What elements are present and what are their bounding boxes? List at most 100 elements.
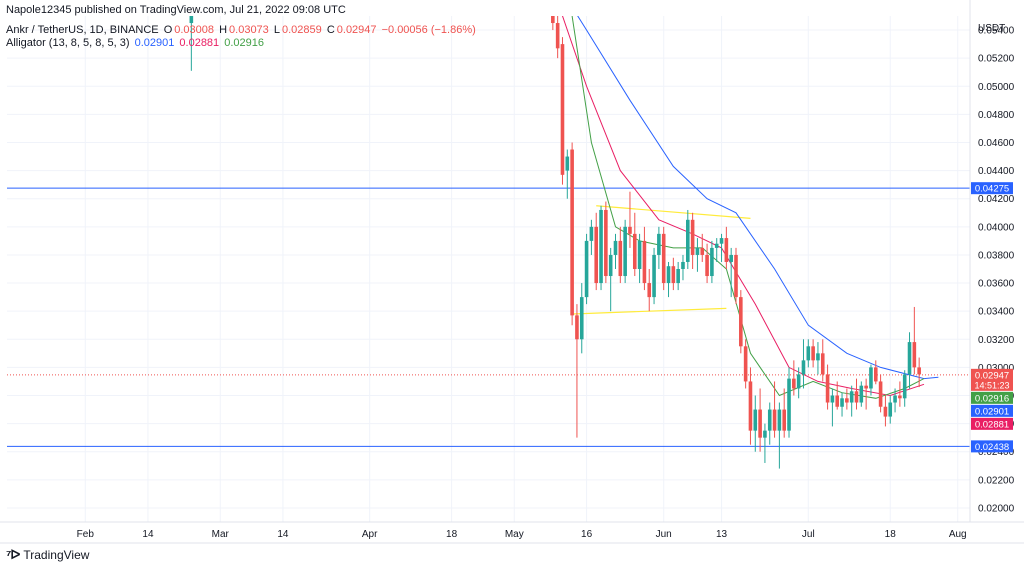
candle-body[interactable]: [864, 385, 868, 389]
candle-body[interactable]: [859, 385, 864, 403]
candle-body[interactable]: [748, 381, 753, 431]
candle-body[interactable]: [878, 381, 883, 407]
candle-body[interactable]: [898, 395, 902, 399]
time-tick-label: Feb: [77, 529, 95, 540]
candle-body[interactable]: [551, 2, 555, 24]
candle-body[interactable]: [739, 297, 743, 347]
candle-body[interactable]: [632, 233, 637, 269]
candle-body[interactable]: [772, 409, 777, 431]
candle-body[interactable]: [912, 342, 917, 368]
candle-body[interactable]: [830, 395, 835, 403]
candle-body[interactable]: [753, 409, 758, 431]
time-tick-label: 13: [716, 529, 728, 540]
candle-body[interactable]: [840, 398, 844, 407]
candle-body[interactable]: [782, 409, 786, 431]
candle-body[interactable]: [888, 402, 893, 417]
candle-body[interactable]: [579, 297, 584, 340]
indicator-legend[interactable]: Alligator (13, 8, 5, 8, 5, 3) 0.02901 0.…: [6, 37, 266, 49]
candle-body[interactable]: [628, 226, 632, 234]
candle-body[interactable]: [845, 398, 849, 403]
candle-body[interactable]: [816, 353, 820, 361]
candle-body[interactable]: [647, 283, 652, 298]
candle-body[interactable]: [902, 374, 907, 399]
candle-body[interactable]: [714, 243, 719, 248]
candle-body[interactable]: [565, 156, 570, 171]
triangle-upper-line[interactable]: [596, 205, 751, 219]
candle-body[interactable]: [695, 247, 700, 255]
candle-body[interactable]: [883, 406, 888, 417]
candle-body[interactable]: [792, 378, 796, 389]
candle-body[interactable]: [671, 266, 676, 284]
candle-body[interactable]: [907, 342, 912, 375]
candle-body[interactable]: [599, 209, 603, 284]
candle-body[interactable]: [734, 254, 738, 298]
candle-body[interactable]: [767, 409, 772, 431]
candle-body[interactable]: [690, 219, 695, 255]
triangle-pattern: [572, 205, 751, 315]
published-caption: Napole12345 published on TradingView.com…: [6, 4, 348, 16]
candle-body[interactable]: [796, 374, 801, 389]
close-label: C: [326, 24, 335, 36]
candle-body[interactable]: [589, 226, 594, 241]
candle-body[interactable]: [729, 254, 733, 262]
candle-body[interactable]: [873, 367, 878, 382]
candle-body[interactable]: [700, 247, 705, 255]
candle-body[interactable]: [710, 247, 714, 277]
time-axis[interactable]: Feb 14 Mar 14 Apr 18 May 16 Jun 13 Jul 18 Aug: [77, 529, 967, 540]
candle-body[interactable]: [854, 391, 859, 403]
candle-body[interactable]: [849, 391, 854, 403]
time-tick-label: 14: [277, 529, 289, 540]
alligator-teeth-line: [561, 16, 925, 397]
candle-body[interactable]: [777, 409, 782, 431]
candle-body[interactable]: [825, 374, 830, 403]
triangle-lower-line[interactable]: [572, 307, 727, 315]
candle-body[interactable]: [613, 240, 618, 255]
candle-body[interactable]: [608, 254, 613, 277]
candle-body[interactable]: [806, 346, 811, 361]
candle-body[interactable]: [811, 346, 815, 361]
candle-body[interactable]: [681, 261, 685, 269]
candle-body[interactable]: [724, 238, 729, 262]
candle-body[interactable]: [666, 266, 671, 284]
candle-body[interactable]: [570, 149, 574, 316]
candlestick-series[interactable]: [189, 0, 921, 469]
candle-body[interactable]: [705, 254, 709, 277]
candle-body[interactable]: [594, 226, 599, 284]
candle-body[interactable]: [189, 15, 194, 24]
price-tick-label: 0.05000: [978, 82, 1015, 93]
candle-body[interactable]: [743, 346, 748, 382]
candle-body[interactable]: [719, 238, 724, 244]
price-tag-text: 0.02881: [975, 419, 1009, 430]
candle-body[interactable]: [637, 240, 642, 269]
candle-body[interactable]: [835, 395, 840, 407]
candle-body[interactable]: [820, 353, 825, 375]
candle-body[interactable]: [575, 315, 579, 340]
candle-body[interactable]: [917, 367, 921, 375]
candle-body[interactable]: [618, 240, 623, 277]
candle-body[interactable]: [661, 233, 666, 284]
candle-body[interactable]: [763, 430, 767, 438]
candle-body[interactable]: [584, 240, 589, 298]
candle-body[interactable]: [642, 240, 647, 284]
low-label: L: [273, 24, 280, 36]
candle-body[interactable]: [604, 209, 608, 277]
candle-body[interactable]: [657, 233, 661, 255]
candle-body[interactable]: [801, 360, 806, 375]
jaw-value: 0.02901: [134, 37, 175, 49]
candle-body[interactable]: [676, 269, 680, 284]
candle-body[interactable]: [686, 219, 690, 262]
candle-body[interactable]: [555, 23, 560, 49]
price-tag-countdown: 14:51:23: [974, 380, 1009, 390]
candle-body[interactable]: [758, 409, 762, 438]
candle-body[interactable]: [652, 254, 656, 298]
time-tick-label: 14: [142, 529, 154, 540]
candle-body[interactable]: [787, 378, 791, 431]
candle-body[interactable]: [623, 226, 627, 277]
candle-body[interactable]: [560, 44, 565, 175]
candle-body[interactable]: [869, 367, 873, 389]
candle-body[interactable]: [893, 395, 897, 403]
tradingview-icon: ⁷ᐅ: [6, 547, 20, 562]
tradingview-logo[interactable]: ⁷ᐅ TradingView: [6, 547, 89, 563]
